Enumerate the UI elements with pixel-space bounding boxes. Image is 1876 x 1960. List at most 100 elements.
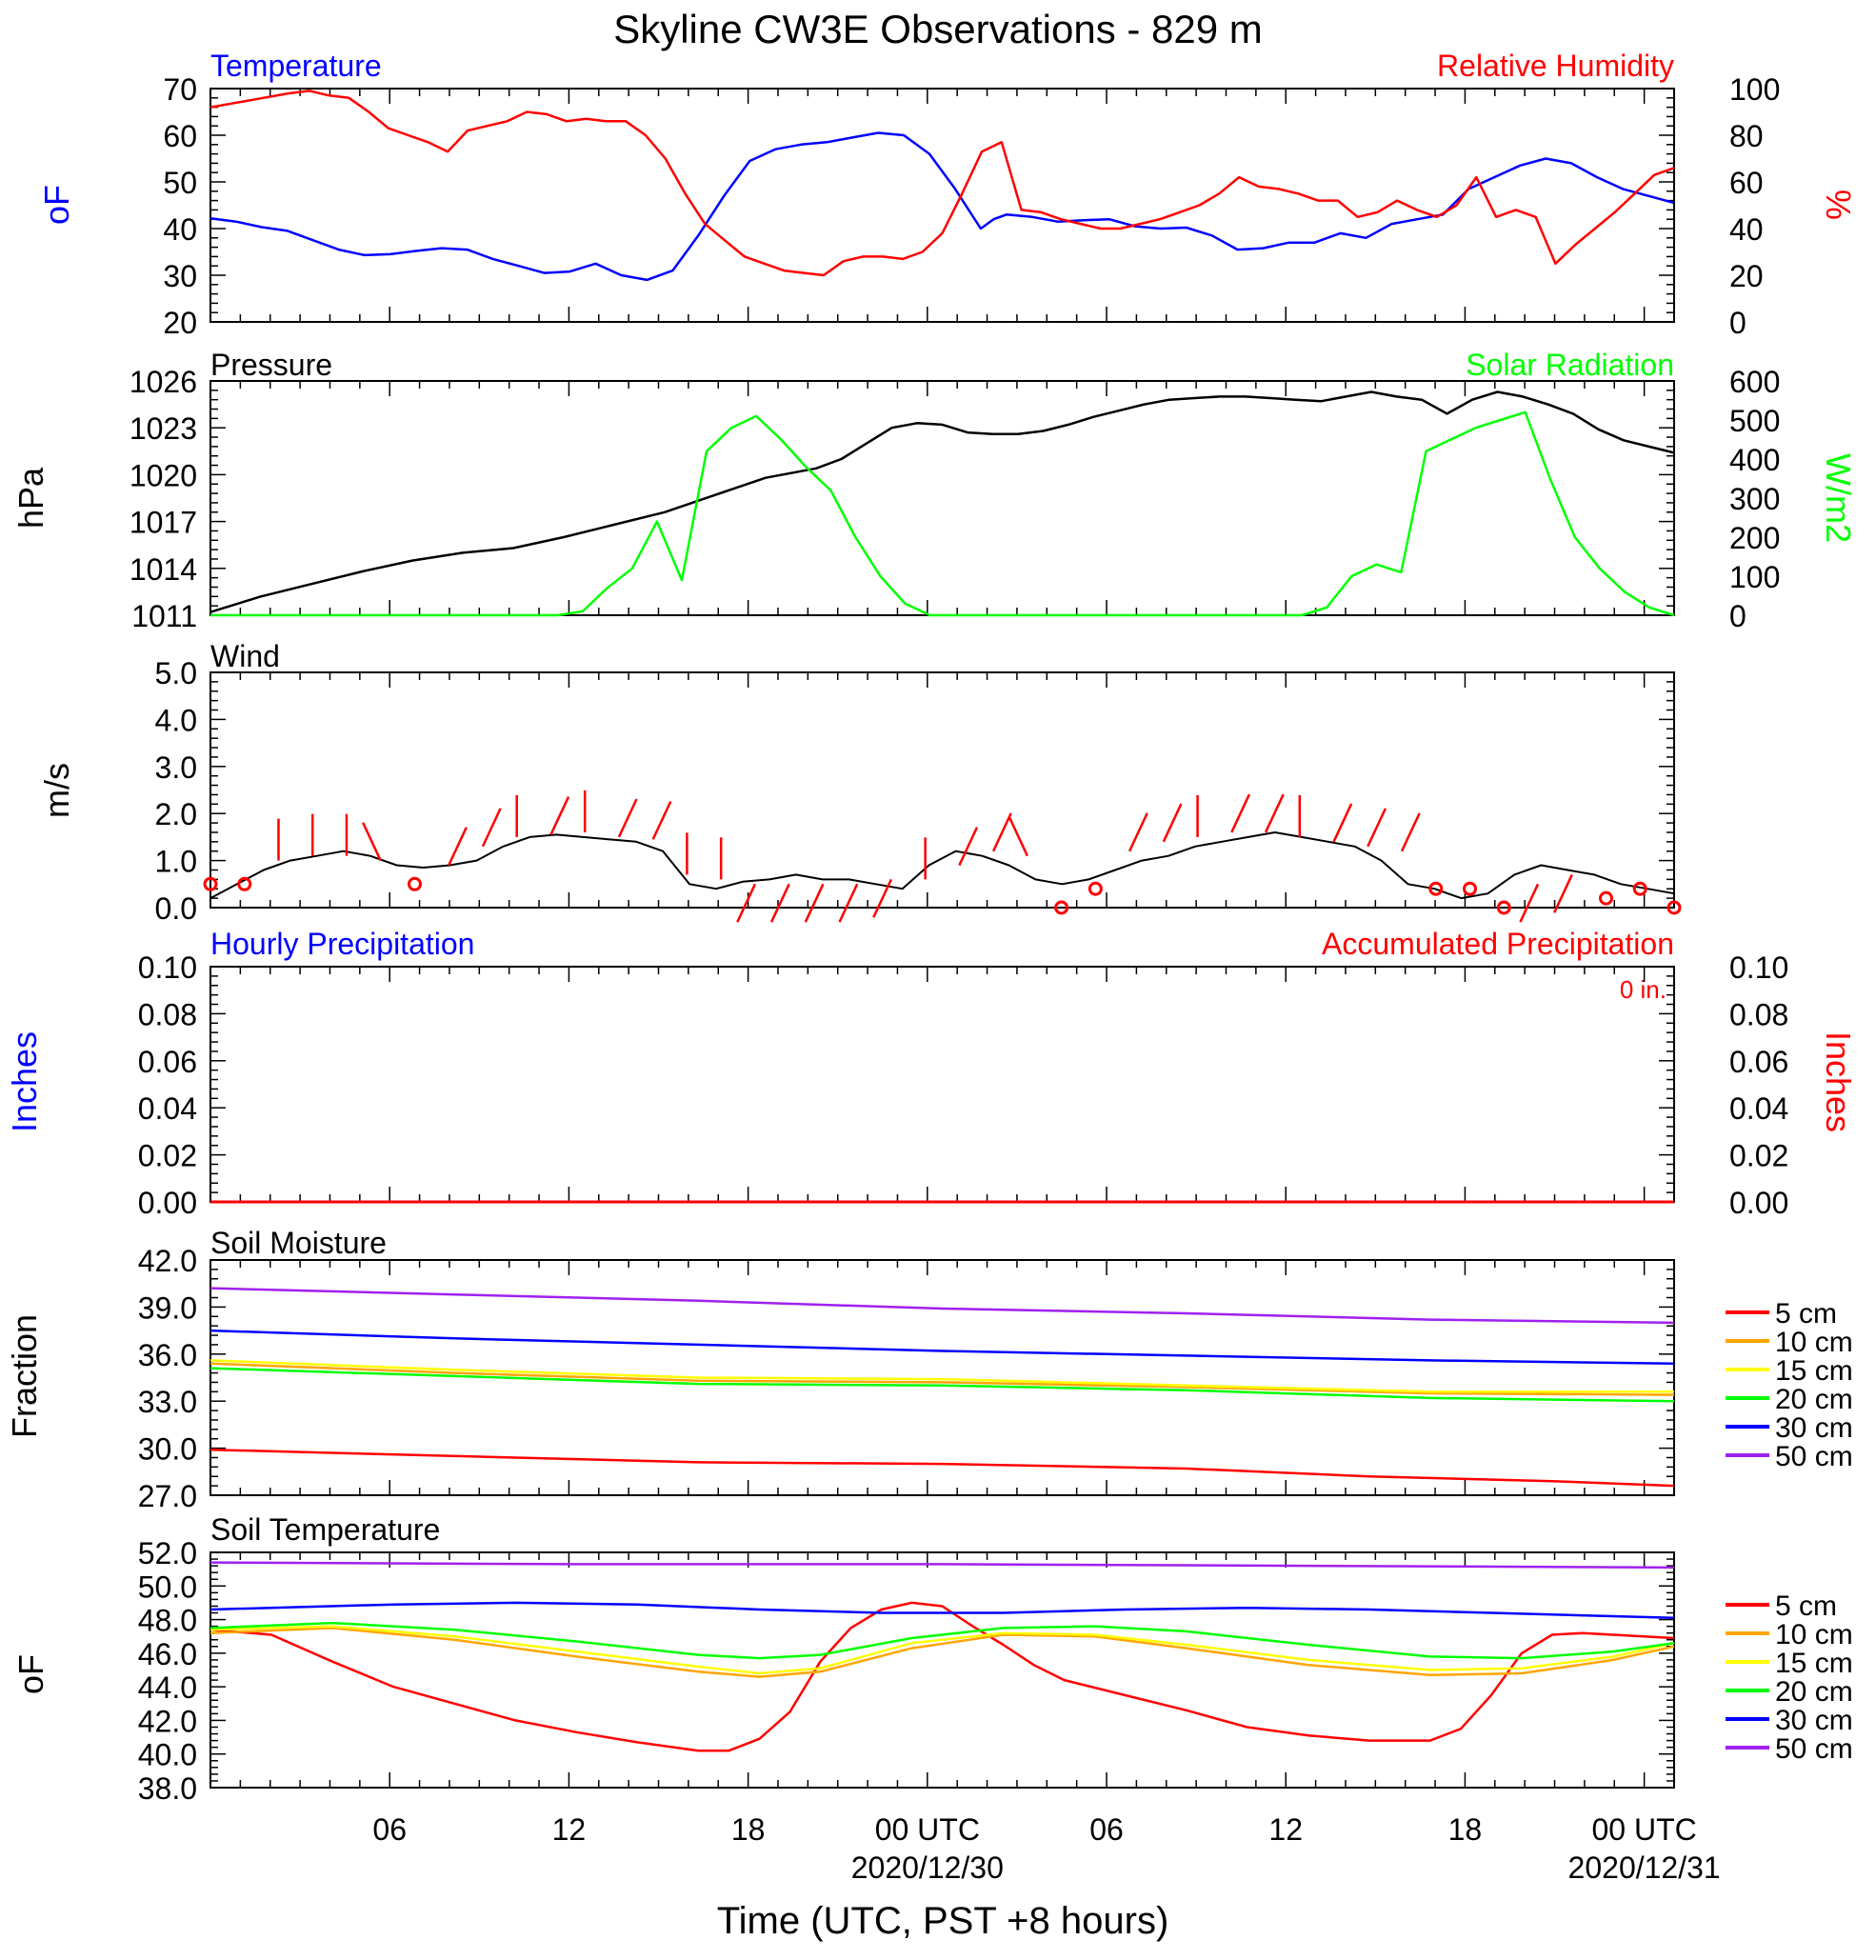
legend-label: 5 cm (1775, 1298, 1837, 1330)
left-tick-label: 27.0 (138, 1479, 197, 1513)
right-tick-label: 80 (1729, 119, 1764, 153)
calm-marker (203, 876, 218, 891)
left-tick-label: 20 (163, 306, 197, 340)
plot-frame (210, 1551, 1675, 1789)
calm-marker (407, 876, 422, 891)
left-tick-label: 1011 (131, 599, 197, 633)
soil-temperature-line (210, 1561, 1675, 1570)
wind-barb (769, 883, 790, 923)
left-tick-label: 1023 (130, 411, 197, 446)
wind-barb (448, 827, 468, 867)
left-tick-label: 52.0 (138, 1536, 197, 1570)
right-tick-label: 0 (1729, 599, 1746, 633)
left-tick-label: 0.02 (138, 1139, 197, 1173)
legend-label: 30 cm (1775, 1705, 1853, 1736)
right-tick-label: 500 (1729, 404, 1780, 438)
temperature-line (210, 131, 1675, 282)
x-tick-label: 12 (1268, 1812, 1303, 1847)
calm-marker (1463, 881, 1478, 896)
left-tick-label: 42.0 (138, 1244, 197, 1278)
x-tick-label: 06 (1089, 1812, 1124, 1847)
rh-line (210, 90, 1675, 277)
left-tick-label: 70 (163, 72, 197, 107)
rh-title: Relative Humidity (1437, 49, 1674, 83)
left-tick-label: 42.0 (138, 1704, 197, 1738)
soil-moisture-line (210, 1329, 1675, 1365)
wind-barb (958, 827, 979, 867)
wind-barb (872, 878, 893, 918)
left-tick-label: 5.0 (155, 656, 197, 690)
wind-barb (736, 883, 757, 923)
x-tick-label: 00 UTC (1592, 1812, 1697, 1847)
left-tick-label: 40 (163, 212, 197, 247)
right-tick-label: 400 (1729, 443, 1780, 477)
pressure-solar-panel: Pressure Solar Radiation hPa W/m2 1026 10… (11, 348, 1858, 633)
calm-marker (1496, 900, 1511, 915)
right-tick-label: 0.06 (1729, 1045, 1788, 1079)
right-tick-label: 40 (1729, 212, 1764, 247)
calm-marker (237, 876, 252, 891)
left-tick-label: 46.0 (138, 1637, 197, 1671)
right-tick-label: 60 (1729, 166, 1764, 200)
wind-barb (1332, 803, 1353, 843)
soil-moisture-panel: Soil Moisture Fraction 42.0 39.0 36.0 33.0 3… (5, 1226, 1853, 1513)
soil-moisture-line (210, 1362, 1675, 1396)
wind-barb (1128, 812, 1148, 852)
soil-temperature-line (210, 1625, 1675, 1675)
wind-barb (838, 883, 859, 923)
left-tick-label: 4.0 (155, 703, 197, 737)
legend-label: 30 cm (1775, 1412, 1853, 1444)
wind-title: Wind (210, 639, 280, 673)
wind-barb (1400, 812, 1421, 852)
left-tick-label: 39.0 (138, 1290, 197, 1325)
soil-temperature-line (210, 1621, 1675, 1660)
wind-barb (804, 883, 825, 923)
solar-unit: W/m2 (1819, 453, 1858, 543)
plot-frame (210, 380, 1675, 616)
wind-barb (651, 800, 672, 840)
temp-rh-panel: Temperature Relative Humidity oF % 70 60 5… (37, 49, 1858, 340)
precip-panel: Hourly Precipitation Accumulated Precipi… (5, 927, 1858, 1220)
wind-barb (991, 812, 1012, 852)
soil-moisture-line (210, 1287, 1675, 1325)
wind-barb (549, 796, 570, 835)
x-axis-label: Time (UTC, PST +8 hours) (717, 1900, 1169, 1942)
legend-label: 20 cm (1775, 1384, 1853, 1415)
right-tick-label: 300 (1729, 482, 1780, 516)
wind-barb (617, 798, 638, 838)
soil-temperature-title: Soil Temperature (210, 1512, 440, 1547)
soil-temperature-line (210, 1601, 1675, 1752)
left-tick-label: 2.0 (155, 797, 197, 831)
legend-label: 10 cm (1775, 1327, 1853, 1358)
left-tick-label: 1014 (130, 552, 197, 587)
legend-label: 5 cm (1775, 1590, 1837, 1622)
left-tick-label: 33.0 (138, 1385, 197, 1419)
plot-frame (210, 88, 1675, 323)
left-tick-label: 50.0 (138, 1570, 197, 1604)
x-date-label: 2020/12/31 (1568, 1850, 1721, 1885)
hourly-precip-title: Hourly Precipitation (210, 927, 474, 961)
right-tick-label: 20 (1729, 259, 1764, 293)
x-date-label: 2020/12/30 (851, 1850, 1004, 1885)
left-tick-label: 60 (163, 119, 197, 153)
accum-precip-title: Accumulated Precipitation (1322, 927, 1674, 961)
left-tick-label: 30 (163, 259, 197, 293)
wind-barb (481, 808, 502, 848)
pressure-line (210, 390, 1675, 613)
right-tick-label: 0.00 (1729, 1186, 1788, 1220)
wind-panel: Wind m/s 5.0 4.0 3.0 2.0 1.0 0.0 (37, 639, 1682, 926)
legend-label: 20 cm (1775, 1676, 1853, 1708)
left-tick-label: 0.00 (138, 1186, 197, 1220)
soil-moisture-line (210, 1367, 1675, 1403)
pressure-title: Pressure (210, 348, 332, 382)
temperature-title: Temperature (210, 49, 382, 83)
legend-label: 10 cm (1775, 1619, 1853, 1650)
wind-barb (1162, 803, 1183, 843)
left-tick-label: 36.0 (138, 1338, 197, 1372)
right-tick-label: 0 (1729, 306, 1746, 340)
legend-label: 50 cm (1775, 1733, 1853, 1765)
right-tick-label: 0.08 (1729, 997, 1788, 1031)
left-tick-label: 0.04 (138, 1091, 197, 1126)
wind-barb (1264, 793, 1285, 833)
left-tick-label: 0.10 (138, 950, 197, 985)
